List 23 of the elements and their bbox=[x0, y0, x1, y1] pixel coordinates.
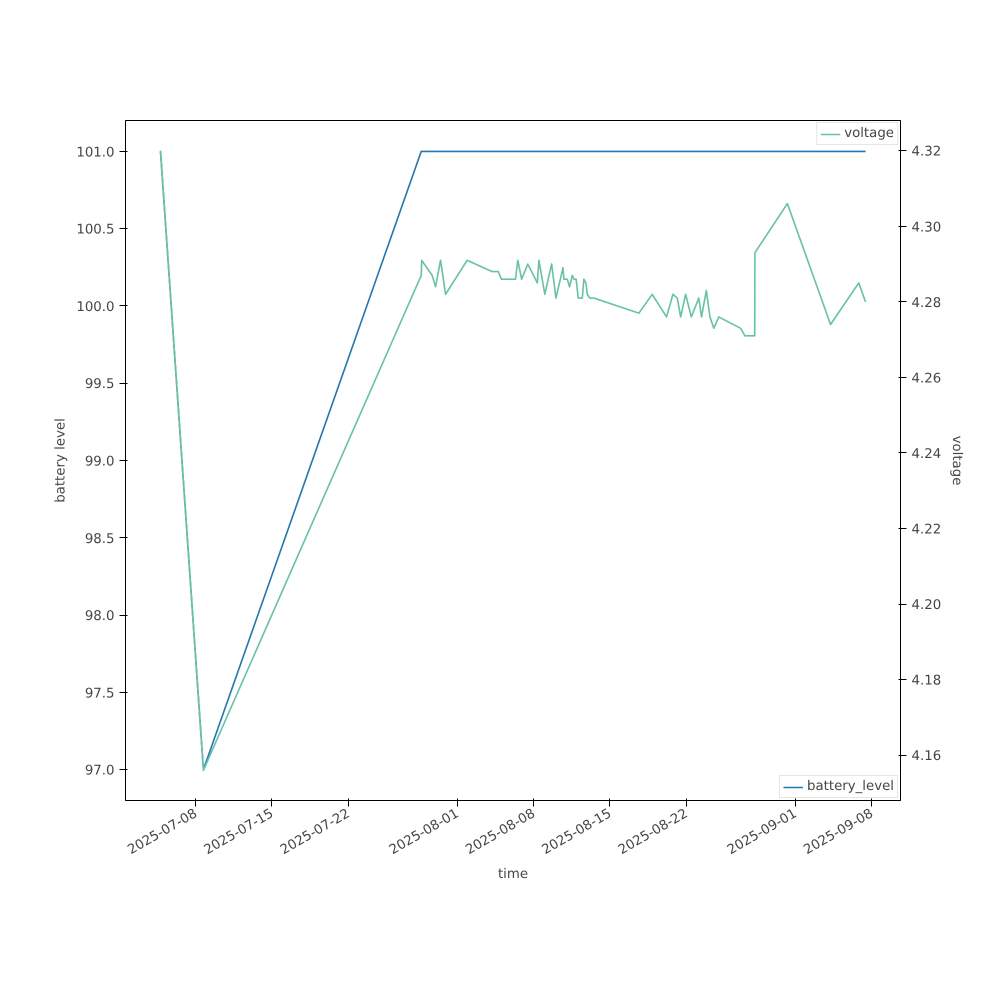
y2-axis-title: voltage bbox=[949, 436, 964, 486]
x-axis-title: time bbox=[498, 866, 528, 882]
legend-label: voltage bbox=[844, 126, 894, 141]
y2-tick-label: 4.30 bbox=[912, 220, 942, 236]
y-tick-label: 97.5 bbox=[84, 686, 115, 702]
y-tick-label: 99.0 bbox=[84, 454, 115, 470]
y2-tick-label: 4.24 bbox=[912, 446, 942, 462]
y-tick-label: 100.0 bbox=[76, 300, 114, 315]
y2-tick-label: 4.26 bbox=[912, 371, 942, 386]
y-tick-label: 97.0 bbox=[84, 764, 115, 779]
y2-tick-label: 4.18 bbox=[912, 674, 942, 689]
y-tick-label: 98.0 bbox=[84, 609, 115, 624]
y2-tick-label: 4.32 bbox=[912, 144, 942, 160]
y2-tick-label: 4.16 bbox=[912, 749, 942, 764]
y-tick-label: 98.5 bbox=[84, 532, 115, 547]
y-axis-title: battery level bbox=[53, 418, 68, 503]
legend-label: battery_level bbox=[806, 779, 894, 794]
y-tick-label: 100.5 bbox=[76, 222, 114, 238]
y2-tick-label: 4.20 bbox=[912, 598, 942, 614]
y2-tick-label: 4.22 bbox=[912, 522, 942, 538]
y2-tick-label: 4.28 bbox=[912, 296, 942, 311]
y-tick-label: 99.5 bbox=[84, 377, 115, 392]
y-tick-label: 101.0 bbox=[76, 145, 114, 160]
